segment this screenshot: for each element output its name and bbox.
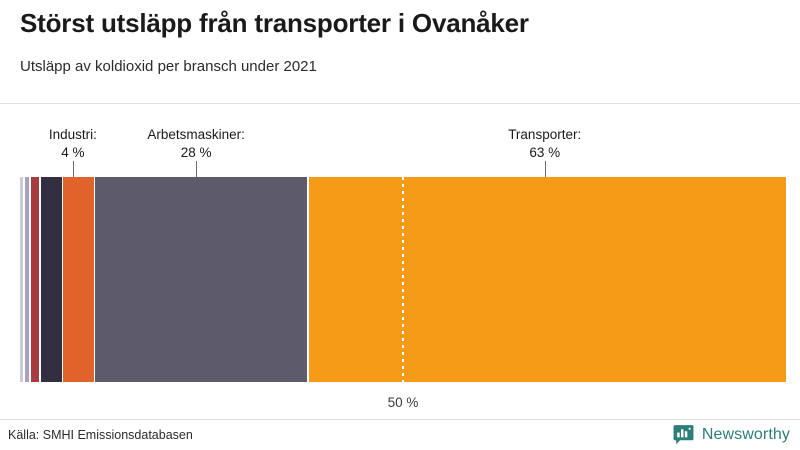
segment-annotation: Arbetsmaskiner: 28 %: [147, 126, 245, 161]
footer-divider: [0, 419, 800, 420]
bar-segment[interactable]: [40, 177, 62, 382]
gridline-label: 50 %: [387, 395, 419, 410]
bar-segment[interactable]: [308, 177, 787, 382]
bar-segment[interactable]: [20, 177, 24, 382]
gridline-50: [402, 177, 404, 382]
annotation-value: 4 %: [61, 144, 85, 160]
bar-segment[interactable]: [30, 177, 40, 382]
annotation-leader-line: [545, 161, 546, 177]
brand-name: Newsworthy: [701, 425, 790, 443]
segment-annotation: Transporter: 63 %: [508, 126, 581, 161]
annotation-leader-line: [196, 161, 197, 177]
brand-logo[interactable]: Newsworthy: [672, 423, 790, 446]
source-note: Källa: SMHI Emissionsdatabasen: [8, 428, 193, 442]
bar-segment[interactable]: [63, 177, 94, 382]
segment-annotation: Industri: 4 %: [49, 126, 97, 161]
annotation-value: 63 %: [529, 144, 561, 160]
header-divider: [0, 103, 800, 104]
page-subtitle: Utsläpp av koldioxid per bransch under 2…: [20, 58, 317, 75]
bar-segment[interactable]: [95, 177, 308, 382]
stacked-bar: [20, 177, 787, 382]
bar-segment[interactable]: [24, 177, 30, 382]
annotation-value: 28 %: [180, 144, 212, 160]
page-title: Störst utsläpp från transporter i Ovanåk…: [20, 8, 529, 38]
annotation-category: Industri:: [48, 127, 97, 142]
annotation-leader-line: [73, 161, 74, 177]
annotation-category: Arbetsmaskiner:: [147, 127, 245, 142]
annotation-category: Transporter:: [508, 127, 582, 142]
newsworthy-bar-chart-bubble-icon: [673, 425, 694, 445]
